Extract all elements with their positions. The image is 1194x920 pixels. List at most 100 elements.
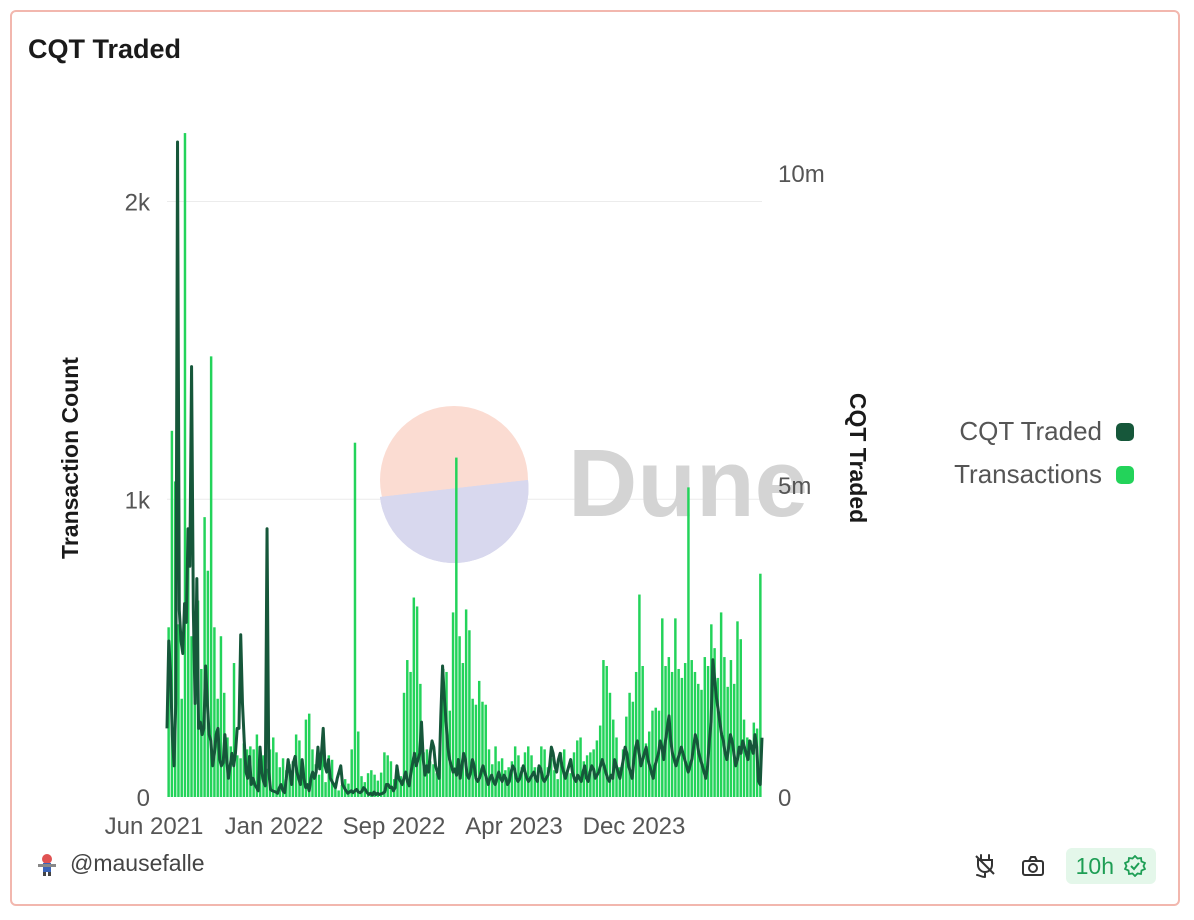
transaction-bar: [677, 668, 680, 797]
transaction-bar: [559, 752, 563, 797]
plug-icon[interactable]: [970, 851, 1000, 881]
left-tick-label: 0: [137, 785, 150, 812]
transaction-bar: [330, 759, 334, 797]
transaction-bar: [347, 783, 350, 797]
transaction-bar: [510, 761, 514, 797]
transaction-bar: [357, 731, 360, 797]
right-tick-label: 0: [778, 785, 791, 812]
transaction-bar: [674, 618, 677, 797]
transaction-bar: [366, 773, 370, 797]
transaction-bar: [451, 612, 455, 797]
x-tick-label: Dec 2023: [583, 813, 686, 840]
transaction-bar: [661, 618, 664, 797]
transaction-bar: [504, 770, 507, 797]
transaction-bar: [602, 660, 605, 797]
refresh-badge[interactable]: 10h: [1065, 848, 1156, 884]
transaction-bar: [713, 648, 716, 797]
chart-card: CQT Traded Dune 0 1k 2k 0 5m 10m Jun 2021 Jan…: [10, 10, 1180, 906]
left-axis-label: Transaction Count: [57, 357, 83, 559]
transaction-bar: [255, 734, 259, 797]
transaction-bar: [298, 740, 301, 797]
transaction-bar: [683, 663, 687, 797]
transaction-bar: [670, 671, 674, 797]
transaction-bar: [641, 666, 644, 797]
cqt-traded-line: [165, 140, 764, 797]
x-tick-label: Apr 2023: [465, 813, 562, 840]
transaction-bar: [272, 737, 275, 797]
transaction-bar: [386, 755, 389, 797]
legend-label: CQT Traded: [959, 416, 1102, 446]
transaction-bar: [517, 755, 520, 797]
chart-canvas[interactable]: Dune 0 1k 2k 0 5m 10m Jun 2021 Jan 2022 Sep 20…: [12, 12, 1182, 908]
transaction-bar: [553, 770, 556, 797]
transaction-bar: [605, 666, 608, 797]
transaction-bar: [317, 774, 321, 797]
transaction-bar: [389, 761, 393, 797]
transaction-bar: [527, 746, 530, 797]
transaction-bar: [350, 749, 353, 797]
transaction-bar: [190, 636, 193, 797]
transaction-bar: [321, 737, 324, 797]
transaction-bar: [474, 704, 478, 797]
transaction-bar: [428, 761, 432, 797]
transaction-bar: [402, 692, 406, 797]
transaction-bar: [219, 636, 223, 797]
transaction-bar: [471, 698, 474, 797]
transaction-bar: [409, 671, 412, 797]
right-axis-label: CQT Traded: [845, 393, 871, 523]
x-tick-label: Sep 2022: [343, 813, 446, 840]
transaction-bar: [651, 710, 654, 797]
legend-swatch-bar: [1116, 465, 1134, 484]
author-link[interactable]: @mausefalle: [34, 850, 205, 877]
transaction-bar: [203, 517, 206, 797]
legend-label: Transactions: [954, 459, 1102, 489]
right-axis-ticks: 0 5m 10m: [778, 161, 825, 812]
transaction-bar: [654, 707, 657, 797]
camera-icon[interactable]: [1018, 851, 1048, 881]
refresh-badge-label: 10h: [1075, 852, 1114, 879]
left-tick-label: 1k: [125, 487, 151, 514]
transaction-bar: [484, 704, 487, 797]
transaction-bar: [759, 573, 762, 797]
transaction-bar: [213, 627, 216, 797]
transaction-bar: [628, 692, 631, 797]
legend-item-cqt-traded[interactable]: CQT Traded: [954, 410, 1134, 453]
transaction-bar: [461, 663, 465, 797]
transaction-bar: [726, 686, 729, 797]
transaction-bar: [746, 737, 749, 797]
transaction-bar: [477, 680, 481, 797]
transaction-bar: [193, 660, 197, 797]
transaction-bar: [732, 683, 736, 797]
transaction-bar: [716, 677, 720, 797]
transaction-bar: [618, 767, 622, 797]
transaction-bar: [644, 743, 648, 797]
x-tick-label: Jun 2021: [105, 813, 204, 840]
card-title: CQT Traded: [28, 34, 182, 64]
left-tick-label: 2k: [125, 190, 151, 217]
transaction-bar: [415, 606, 419, 797]
transaction-bar: [497, 761, 501, 797]
transaction-bar: [360, 776, 363, 797]
transaction-bar: [252, 749, 255, 797]
right-tick-label: 10m: [778, 161, 825, 188]
transaction-bar: [376, 780, 380, 797]
transaction-bar: [687, 487, 690, 797]
transaction-bar: [412, 597, 416, 797]
transaction-bar: [239, 758, 242, 797]
transaction-bar: [481, 701, 484, 797]
transaction-bar: [631, 701, 635, 797]
transaction-bar: [170, 430, 174, 797]
author-name: @mausefalle: [70, 850, 205, 876]
legend-item-transactions[interactable]: Transactions: [954, 453, 1134, 496]
transaction-bar: [307, 713, 311, 797]
transaction-bar: [543, 749, 546, 797]
transaction-bar: [464, 609, 468, 797]
transaction-bar: [556, 779, 559, 797]
transaction-bar: [719, 612, 723, 797]
left-axis-ticks: 0 1k 2k: [125, 190, 151, 812]
watermark-circle-wedge: [380, 480, 529, 563]
transaction-bar: [749, 740, 752, 797]
transaction-bar: [700, 689, 703, 797]
transaction-bar: [314, 764, 317, 797]
transaction-bar: [324, 782, 327, 797]
